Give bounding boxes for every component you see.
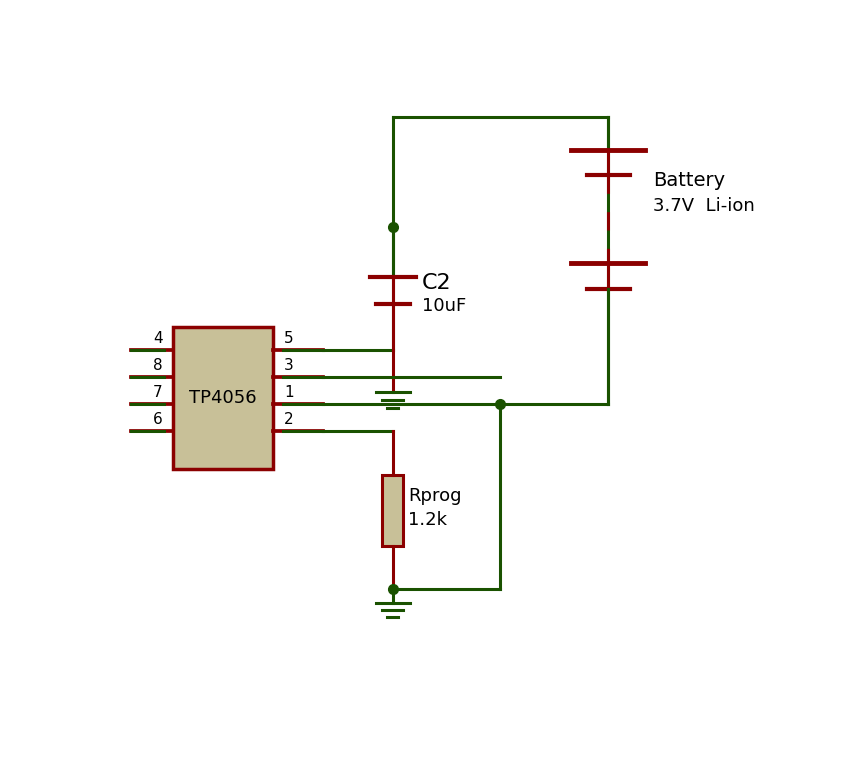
Text: C2: C2 bbox=[421, 273, 451, 293]
Text: 5: 5 bbox=[284, 331, 294, 346]
Text: 3: 3 bbox=[284, 358, 294, 373]
Text: 1.2k: 1.2k bbox=[408, 511, 446, 528]
Text: 4: 4 bbox=[153, 331, 162, 346]
Text: 10uF: 10uF bbox=[421, 297, 466, 315]
Text: 7: 7 bbox=[153, 386, 162, 400]
Text: 8: 8 bbox=[153, 358, 162, 373]
Text: 2: 2 bbox=[284, 412, 294, 427]
Text: Battery: Battery bbox=[652, 171, 724, 190]
Text: 1: 1 bbox=[284, 386, 294, 400]
Text: TP4056: TP4056 bbox=[189, 389, 257, 407]
FancyBboxPatch shape bbox=[173, 327, 273, 469]
Text: 6: 6 bbox=[153, 412, 162, 427]
Text: 3.7V  Li-ion: 3.7V Li-ion bbox=[652, 197, 754, 215]
FancyBboxPatch shape bbox=[381, 475, 403, 547]
Text: Rprog: Rprog bbox=[408, 488, 461, 505]
